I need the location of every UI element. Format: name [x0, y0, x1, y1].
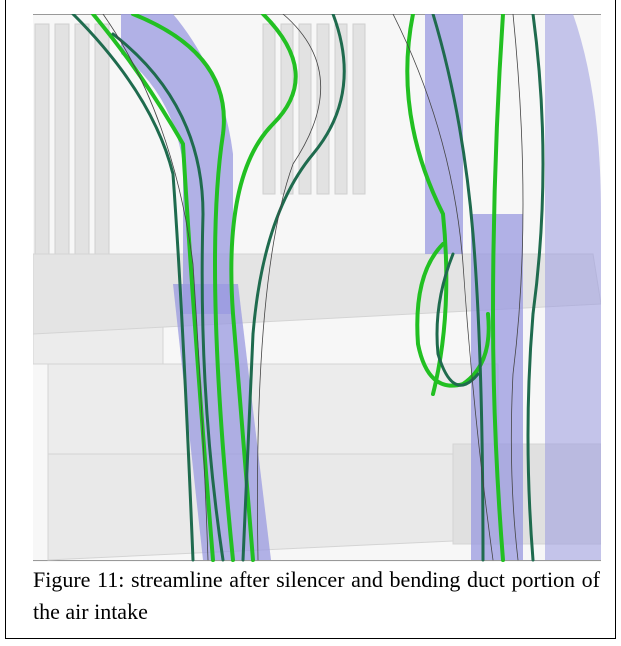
figure-caption: Figure 11: streamline after silencer and… [33, 564, 600, 628]
streamline-render [33, 14, 601, 562]
page: {"figure": {"caption": "Figure 11: strea… [0, 0, 621, 646]
